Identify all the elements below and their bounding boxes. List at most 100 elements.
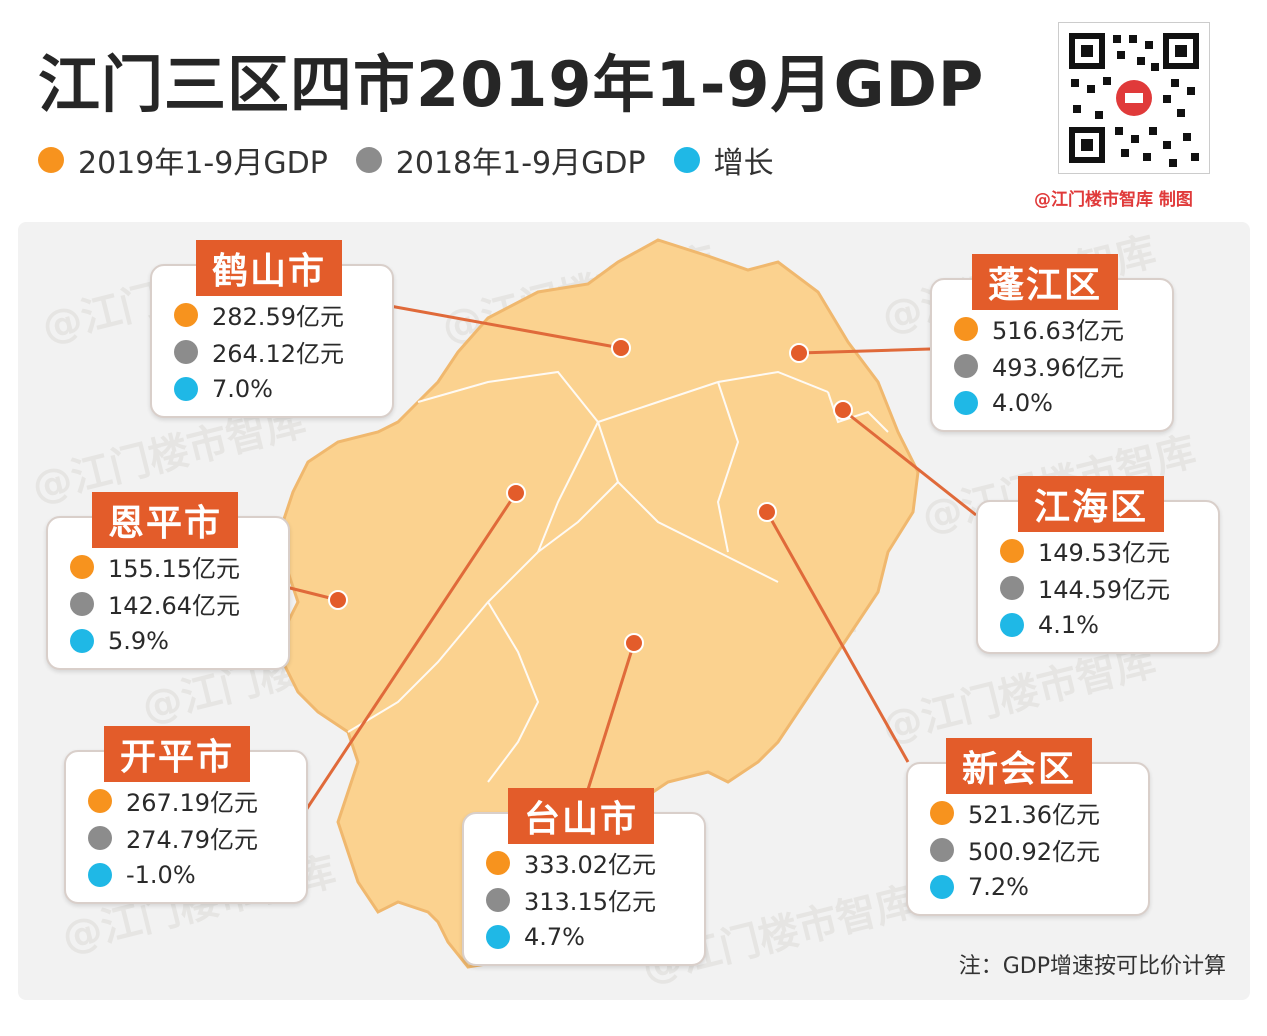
district-borders: [347, 370, 889, 783]
region-name: 开平市: [104, 726, 251, 782]
gdp-2018-value: 264.12亿元: [212, 340, 344, 368]
region-card-jianghai: 江海区 149.53亿元 144.59亿元 4.1%: [976, 476, 1220, 654]
value-row-2019: 333.02亿元: [486, 844, 704, 881]
legend-label-2018: 2018年1-9月GDP: [395, 146, 646, 181]
marker-xinhui: [757, 502, 777, 522]
marker-heshan: [611, 338, 631, 358]
value-row-growth: 4.1%: [1000, 606, 1218, 643]
gray-dot-icon: [930, 837, 954, 862]
legend-label-2019: 2019年1-9月GDP: [78, 146, 328, 181]
gdp-2019-value: 155.15亿元: [108, 555, 240, 583]
marker-taishan: [624, 633, 644, 653]
gdp-2019-value: 267.19亿元: [126, 789, 258, 817]
region-card-kaiping: 开平市 267.19亿元 274.79亿元 -1.0%: [64, 726, 308, 904]
value-row-growth: 4.7%: [486, 918, 704, 955]
marker-kaiping: [506, 483, 526, 503]
value-row-2018: 274.79亿元: [88, 819, 306, 856]
value-row-2018: 313.15亿元: [486, 881, 704, 918]
legend-item-growth: 增长: [673, 138, 774, 182]
growth-value: 4.0%: [992, 388, 1053, 417]
region-name: 蓬江区: [972, 254, 1119, 310]
region-card-heshan: 鹤山市 282.59亿元 264.12亿元 7.0%: [150, 240, 394, 418]
value-row-2019: 516.63亿元: [954, 310, 1172, 347]
gdp-2019-value: 333.02亿元: [524, 851, 656, 879]
legend: 2019年1-9月GDP 2018年1-9月GDP 增长: [38, 138, 802, 182]
gdp-2019-value: 282.59亿元: [212, 303, 344, 331]
value-row-2019: 521.36亿元: [930, 794, 1148, 831]
region-card-enping: 恩平市 155.15亿元 142.64亿元 5.9%: [46, 492, 290, 670]
value-row-growth: 7.0%: [174, 370, 392, 407]
value-row-growth: -1.0%: [88, 856, 306, 893]
growth-value: -1.0%: [126, 860, 196, 889]
footnote: 注：GDP增速按可比价计算: [958, 954, 1226, 979]
gdp-2019-value: 521.36亿元: [968, 801, 1100, 829]
value-row-2019: 155.15亿元: [70, 548, 288, 585]
chart-title: 江门三区四市2019年1-9月GDP: [38, 48, 985, 121]
value-row-2018: 144.59亿元: [1000, 569, 1218, 606]
gdp-2018-value: 144.59亿元: [1038, 576, 1170, 604]
gdp-2018-value: 313.15亿元: [524, 888, 656, 916]
value-row-2019: 267.19亿元: [88, 782, 306, 819]
gdp-2019-value: 516.63亿元: [992, 317, 1124, 345]
blue-dot-icon: [486, 924, 510, 949]
location-markers: [328, 338, 853, 653]
orange-dot-icon: [70, 554, 94, 579]
gray-dot-icon: [1000, 575, 1024, 600]
growth-value: 4.7%: [524, 922, 585, 951]
gray-dot-icon: [88, 825, 112, 850]
value-row-growth: 5.9%: [70, 622, 288, 659]
region-name: 台山市: [508, 788, 655, 844]
value-row-2018: 142.64亿元: [70, 585, 288, 622]
legend-label-growth: 增长: [713, 146, 774, 181]
gdp-2018-value: 493.96亿元: [992, 354, 1124, 382]
region-name: 新会区: [946, 738, 1093, 794]
growth-value: 7.2%: [968, 872, 1029, 901]
leader-lines: [285, 304, 977, 811]
blue-dot-icon: [88, 862, 112, 887]
gdp-2018-value: 500.92亿元: [968, 838, 1100, 866]
legend-dot-2018: [355, 147, 382, 173]
gray-dot-icon: [954, 353, 978, 378]
legend-dot-growth: [673, 147, 700, 173]
value-row-2019: 149.53亿元: [1000, 532, 1218, 569]
legend-dot-2019: [38, 147, 64, 173]
gray-dot-icon: [174, 339, 198, 364]
map-panel: @江门楼市智库 @江门楼市智库 @江门楼市智库 @江门楼市智库 @江门楼市智库 …: [18, 222, 1250, 1000]
gray-dot-icon: [486, 887, 510, 912]
growth-value: 5.9%: [108, 626, 169, 655]
value-row-2018: 264.12亿元: [174, 333, 392, 370]
legend-item-2018: 2018年1-9月GDP: [355, 138, 646, 182]
credit-text: @江门楼市智库 制图: [1034, 190, 1193, 210]
qr-code-icon: [1058, 22, 1210, 174]
value-row-growth: 7.2%: [930, 868, 1148, 905]
gray-dot-icon: [70, 591, 94, 616]
gdp-2019-value: 149.53亿元: [1038, 539, 1170, 567]
value-row-2019: 282.59亿元: [174, 296, 392, 333]
region-card-taishan: 台山市 333.02亿元 313.15亿元 4.7%: [462, 788, 706, 966]
region-card-xinhui: 新会区 521.36亿元 500.92亿元 7.2%: [906, 738, 1150, 916]
blue-dot-icon: [954, 390, 978, 415]
value-row-2018: 493.96亿元: [954, 347, 1172, 384]
gdp-2018-value: 142.64亿元: [108, 592, 240, 620]
legend-item-2019: 2019年1-9月GDP: [38, 138, 328, 182]
blue-dot-icon: [70, 628, 94, 653]
orange-dot-icon: [1000, 538, 1024, 563]
orange-dot-icon: [88, 788, 112, 813]
marker-pengjiang: [789, 343, 809, 363]
orange-dot-icon: [174, 302, 198, 327]
value-row-growth: 4.0%: [954, 384, 1172, 421]
region-name: 鹤山市: [196, 240, 343, 296]
blue-dot-icon: [174, 376, 198, 401]
gdp-2018-value: 274.79亿元: [126, 826, 258, 854]
orange-dot-icon: [930, 800, 954, 825]
growth-value: 4.1%: [1038, 610, 1099, 639]
region-name: 恩平市: [92, 492, 239, 548]
growth-value: 7.0%: [212, 374, 273, 403]
region-card-pengjiang: 蓬江区 516.63亿元 493.96亿元 4.0%: [930, 254, 1174, 432]
blue-dot-icon: [1000, 612, 1024, 637]
region-name: 江海区: [1018, 476, 1165, 532]
orange-dot-icon: [486, 850, 510, 875]
marker-enping: [328, 590, 348, 610]
marker-jianghai: [833, 400, 853, 420]
orange-dot-icon: [954, 316, 978, 341]
